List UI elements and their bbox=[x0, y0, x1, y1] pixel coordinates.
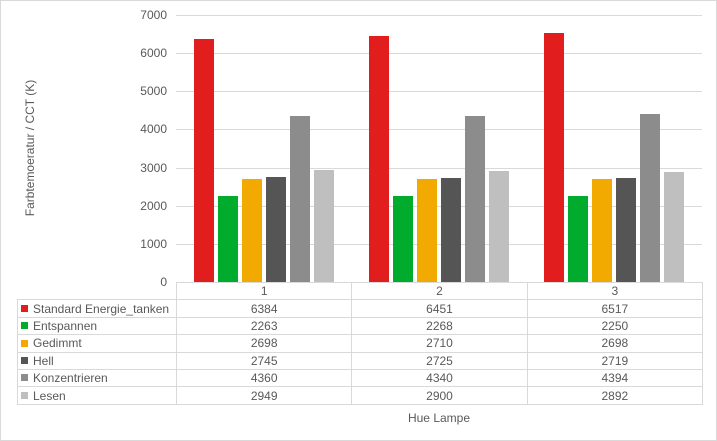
category-label-1: 1 bbox=[175, 281, 353, 301]
value-konzentrieren-2: 4340 bbox=[351, 368, 528, 388]
bar-hell-1 bbox=[265, 177, 286, 282]
bar-lesen-1 bbox=[313, 169, 334, 282]
value-hell-3: 2719 bbox=[526, 351, 703, 370]
bar-entspannen-3 bbox=[568, 196, 589, 282]
gridline bbox=[176, 15, 702, 16]
legend-cell-standard-energie-tanken: Standard Energie_tanken bbox=[17, 299, 177, 318]
value-hell-1: 2745 bbox=[175, 351, 353, 370]
gridline bbox=[176, 205, 702, 207]
x-axis-title: Hue Lampe bbox=[407, 411, 471, 425]
table-corner-blank bbox=[18, 283, 177, 300]
legend-cell-lesen: Lesen bbox=[17, 386, 177, 405]
y-tick-label-7000: 7000 bbox=[140, 8, 167, 22]
value-lesen-3: 2892 bbox=[526, 386, 703, 405]
category-label-2: 2 bbox=[351, 281, 528, 301]
legend-label-hell: Hell bbox=[33, 353, 54, 368]
gridline bbox=[176, 167, 702, 169]
bar-lesen-2 bbox=[488, 171, 509, 282]
data-table: 1 2 3 Standard Energie_tanken 6384 6451 6517 En… bbox=[17, 281, 703, 405]
value-entspannen-2: 2268 bbox=[351, 316, 528, 336]
y-tick-label-1000: 1000 bbox=[140, 236, 167, 251]
y-axis-title: Farbtemoeratur / CCT (K) bbox=[23, 79, 37, 217]
bar-entspannen-2 bbox=[392, 195, 413, 282]
value-entspannen-3: 2250 bbox=[526, 316, 703, 336]
table-row-lesen: Lesen 2949 2900 2892 bbox=[17, 386, 703, 405]
bar-group-1 bbox=[176, 15, 351, 282]
legend-cell-konzentrieren: Konzentrieren bbox=[17, 368, 177, 388]
bar-hell-2 bbox=[440, 178, 461, 282]
table-row-gedimmt: Gedimmt 2698 2710 2698 bbox=[17, 334, 703, 353]
gridline bbox=[176, 243, 702, 245]
value-gedimmt-3: 2698 bbox=[526, 334, 703, 353]
legend-label-gedimmt: Gedimmt bbox=[33, 336, 82, 351]
category-label-3: 3 bbox=[526, 281, 703, 301]
value-standard-energie-tanken-3: 6517 bbox=[526, 299, 703, 318]
legend-swatch-hell bbox=[21, 357, 28, 365]
value-hell-2: 2725 bbox=[351, 351, 528, 370]
value-lesen-2: 2900 bbox=[351, 386, 528, 405]
value-gedimmt-1: 2698 bbox=[175, 334, 353, 353]
gridline bbox=[176, 53, 702, 55]
gridline bbox=[176, 91, 702, 93]
plot-area bbox=[176, 15, 702, 283]
y-tick-label-5000: 5000 bbox=[140, 84, 167, 99]
y-tick-label-3000: 3000 bbox=[140, 160, 167, 175]
value-konzentrieren-3: 4394 bbox=[526, 368, 703, 388]
legend-swatch-gedimmt bbox=[21, 339, 28, 347]
bar-konzentrieren-2 bbox=[464, 116, 485, 282]
value-standard-energie-tanken-2: 6451 bbox=[351, 299, 528, 318]
legend-label-lesen: Lesen bbox=[33, 388, 66, 403]
bar-standard-energie-tanken-3 bbox=[544, 33, 565, 282]
legend-label-entspannen: Entspannen bbox=[33, 318, 98, 333]
legend-label-konzentrieren: Konzentrieren bbox=[33, 371, 108, 386]
bar-hell-3 bbox=[616, 178, 637, 282]
table-row-entspannen: Entspannen 2263 2268 2250 bbox=[17, 316, 703, 336]
bar-standard-energie-tanken-1 bbox=[193, 38, 214, 282]
value-standard-energie-tanken-1: 6384 bbox=[175, 299, 353, 318]
y-tick-label-0: 0 bbox=[160, 275, 167, 289]
bar-standard-energie-tanken-2 bbox=[368, 35, 389, 282]
legend-cell-gedimmt: Gedimmt bbox=[17, 334, 177, 353]
value-lesen-1: 2949 bbox=[175, 386, 353, 405]
y-tick-label-4000: 4000 bbox=[140, 122, 167, 137]
bar-group-2 bbox=[351, 15, 526, 282]
table-row-konzentrieren: Konzentrieren 4360 4340 4394 bbox=[17, 368, 703, 388]
value-entspannen-1: 2263 bbox=[175, 316, 353, 336]
legend-swatch-lesen bbox=[21, 391, 28, 399]
bar-entspannen-1 bbox=[217, 195, 238, 282]
legend-swatch-konzentrieren bbox=[21, 374, 28, 382]
table-row-hell: Hell 2745 2725 2719 bbox=[17, 351, 703, 370]
legend-swatch-entspannen bbox=[21, 322, 28, 330]
legend-swatch-standard-energie-tanken bbox=[21, 304, 28, 312]
bar-gedimmt-1 bbox=[241, 179, 262, 282]
bar-konzentrieren-3 bbox=[640, 114, 661, 282]
y-tick-label-2000: 2000 bbox=[140, 198, 167, 213]
legend-cell-hell: Hell bbox=[17, 351, 177, 370]
gridline bbox=[176, 129, 702, 131]
bar-group-3 bbox=[527, 15, 702, 282]
y-tick-label-6000: 6000 bbox=[140, 46, 167, 61]
bar-lesen-3 bbox=[664, 171, 685, 282]
bar-gedimmt-3 bbox=[592, 179, 613, 282]
bar-konzentrieren-1 bbox=[289, 115, 310, 282]
table-row-standard-energie-tanken: Standard Energie_tanken 6384 6451 6517 bbox=[17, 299, 703, 318]
bar-gedimmt-2 bbox=[416, 178, 437, 282]
legend-cell-entspannen: Entspannen bbox=[17, 316, 177, 336]
value-gedimmt-2: 2710 bbox=[351, 334, 528, 353]
legend-label-standard-energie-tanken: Standard Energie_tanken bbox=[33, 301, 170, 316]
value-konzentrieren-1: 4360 bbox=[175, 368, 353, 388]
